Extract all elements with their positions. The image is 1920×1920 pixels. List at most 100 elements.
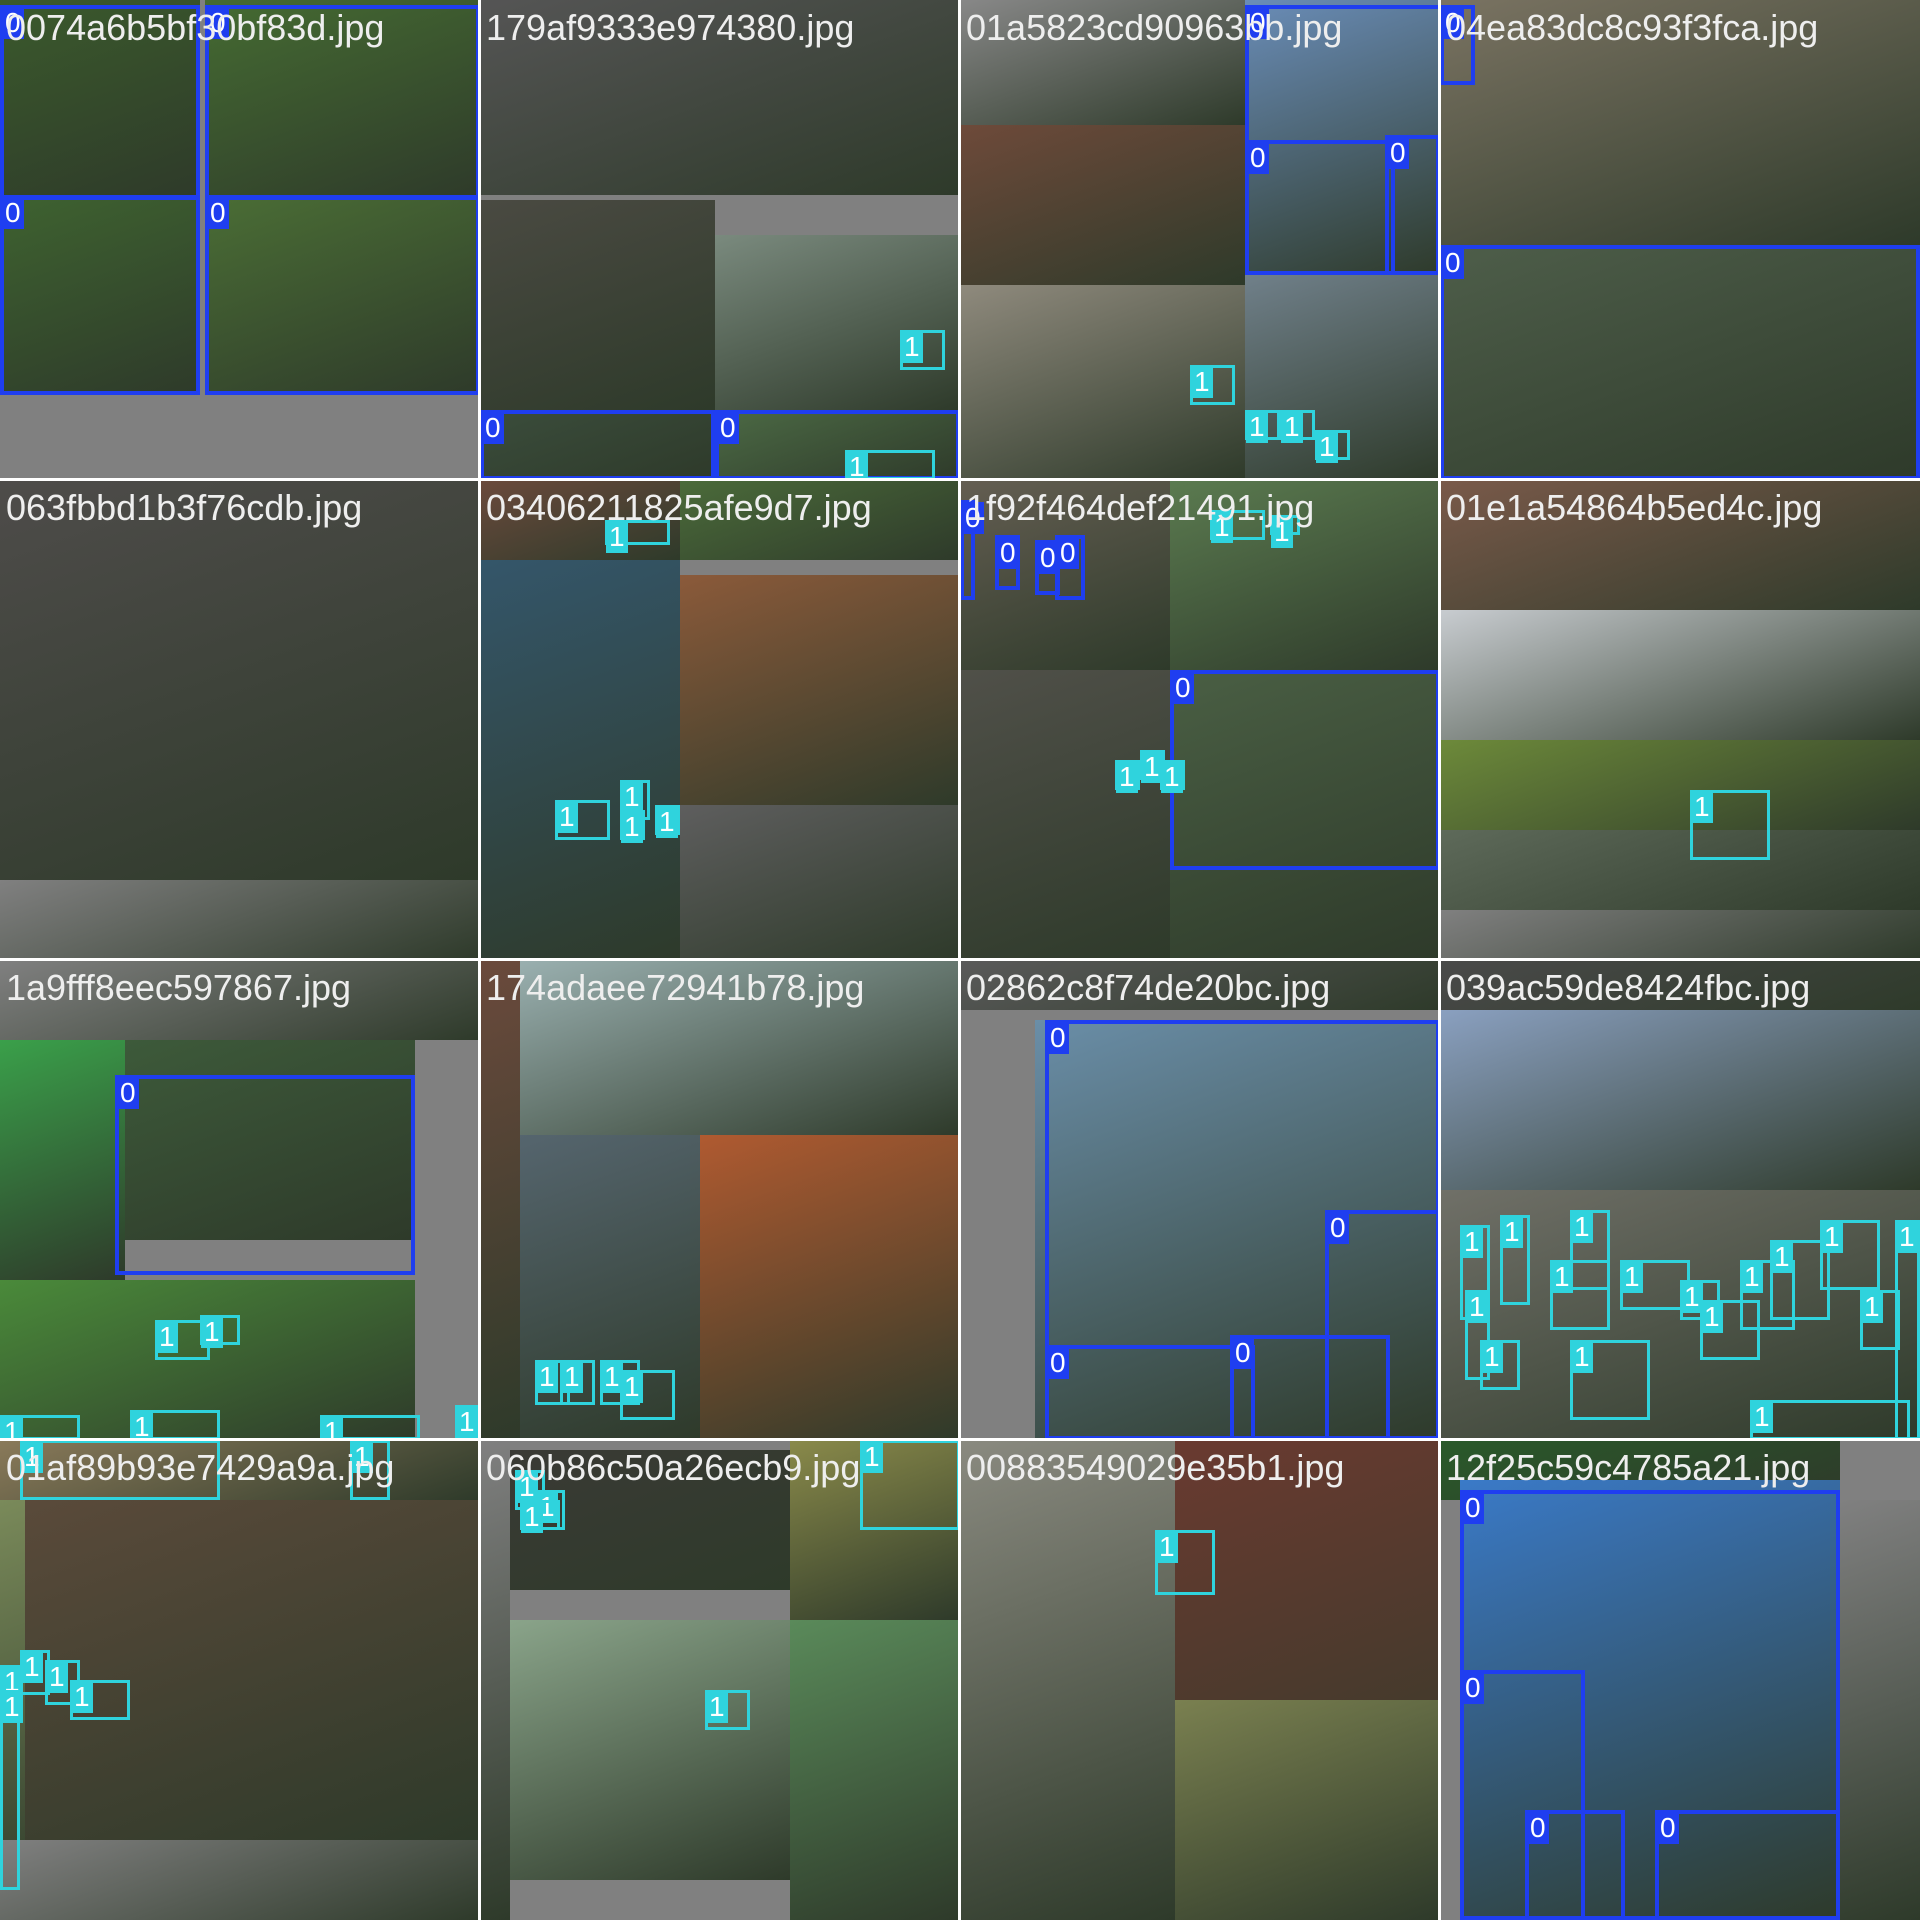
photo-piece [1460,1480,1840,1920]
photo-piece [700,1135,960,1440]
photo-piece [510,1620,790,1880]
bounding-box-class-1: 1 [1740,1260,1795,1330]
box-label: 1 [131,1411,153,1440]
box-label: 1 [351,1441,373,1473]
box-label: 1 [1211,511,1233,543]
box-label: 1 [901,331,923,363]
box-label: 1 [1691,791,1713,823]
photo-piece [0,1840,480,1920]
box-label: 1 [621,781,643,813]
bounding-box-class-0: 0 [1440,245,1920,480]
box-label: 1 [321,1416,343,1440]
photo-piece [1440,740,1920,830]
box-label: 1 [656,806,678,838]
box-label: 1 [21,1651,43,1683]
photo-piece [960,125,1245,285]
bounding-box-class-0: 0 [1460,1670,1585,1920]
box-label: 1 [621,1371,643,1403]
box-label: 1 [46,1661,68,1693]
bounding-box-class-1: 1 [1570,1340,1650,1420]
bounding-box-class-1: 1 [655,805,680,838]
photo-piece [1440,830,1920,910]
photo-piece [715,235,960,410]
box-label: 1 [1246,411,1268,443]
bounding-box-class-1: 1 [605,520,670,553]
box-label: 1 [1116,761,1138,793]
bounding-box-class-1: 1 [200,1315,240,1348]
box-label: 1 [1681,1281,1703,1313]
bounding-box-class-0: 0 [1655,1810,1840,1920]
box-label: 0 [1047,1022,1069,1054]
tile-filename: 03406211825afe9d7.jpg [486,487,872,528]
box-label: 1 [456,1406,478,1438]
box-label: 0 [1327,1212,1349,1244]
box-label: 0 [1387,137,1409,169]
box-label: 1 [1156,1531,1178,1563]
box-label: 0 [1057,537,1079,569]
photo-piece [1440,910,1920,960]
tile-filename: 12f25c59c4785a21.jpg [1446,1447,1811,1488]
box-label: 1 [1771,1241,1793,1273]
bounding-box-class-0: 0 [1045,1345,1255,1440]
bounding-box-class-1: 1 [1770,1240,1830,1320]
bounding-box-class-1: 1 [1115,760,1140,793]
box-label: 0 [2,7,24,39]
box-label: 1 [1,1691,23,1723]
box-label: 0 [717,412,739,444]
mosaic-tile: 0 1 1 1 1 1 1 1a9fff8eec597867.jpg [0,960,480,1440]
photo-piece [1170,670,1440,960]
photo-piece [715,410,960,480]
box-label: 1 [621,811,643,843]
photo-piece [1440,480,1920,610]
bounding-box-class-1: 1 [1245,410,1280,443]
bounding-box-class-0: 0 [480,410,715,480]
box-label: 1 [1821,1221,1843,1253]
box-label: 1 [21,1441,43,1473]
bounding-box-class-1: 1 [620,1370,675,1420]
box-label: 1 [1551,1261,1573,1293]
bounding-box-class-0: 0 [115,1075,415,1275]
box-label: 0 [207,7,229,39]
box-label: 1 [1501,1216,1523,1248]
mosaic-tile: 063fbbd1b3f76cdb.jpg [0,480,480,960]
bounding-box-class-1: 1 [900,330,945,370]
grid-divider-horizontal [0,1438,1920,1441]
box-label: 1 [861,1441,883,1473]
photo-piece [0,480,480,880]
box-label: 1 [1,1416,23,1440]
bounding-box-class-1: 1 [1860,1290,1900,1350]
mosaic-tile: 0 0 0 1 1 1 1 01a5823cd90963bb.jpg [960,0,1440,480]
photo-piece [680,805,960,960]
photo-piece [0,960,480,1040]
photo-piece [1440,245,1920,480]
box-label: 0 [1232,1337,1254,1369]
bounding-box-class-0: 0 [1385,135,1440,275]
box-label: 1 [1281,411,1303,443]
mosaic-tile: 1 1 1 1 1 1 1 1 1 1 1 1 1 1 1 1 039ac59de8424fbc.jpg [1440,960,1920,1440]
box-label: 1 [1751,1401,1773,1433]
bounding-box-class-1: 1 [1690,790,1770,860]
bounding-box-class-1: 1 [560,1360,595,1405]
box-label: 0 [117,1077,139,1109]
box-label: 1 [516,1471,538,1503]
photo-piece [480,410,715,480]
bounding-box-class-1: 1 [860,1440,960,1530]
box-label: 1 [1161,761,1183,793]
photo-piece [480,960,520,1440]
box-label: 0 [1047,1347,1069,1379]
box-label: 1 [536,1361,558,1393]
tile-filename: 174adaee72941b78.jpg [486,967,865,1008]
box-label: 1 [601,1361,623,1393]
bounding-box-class-1: 1 [1500,1215,1530,1305]
bounding-box-class-1: 1 [130,1410,220,1440]
bounding-box-class-1: 1 [620,780,650,820]
bounding-box-class-1: 1 [155,1320,210,1360]
photo-piece [680,575,960,805]
tile-filename: 060b86c50a26ecb9.jpg [486,1447,861,1488]
tile-filename: 01e1a54864b5ed4c.jpg [1446,487,1823,528]
box-label: 0 [1037,542,1059,574]
bounding-box-class-1: 1 [845,450,935,480]
bounding-box-class-0: 0 [960,500,984,600]
bounding-box-class-1: 1 [1480,1340,1520,1390]
